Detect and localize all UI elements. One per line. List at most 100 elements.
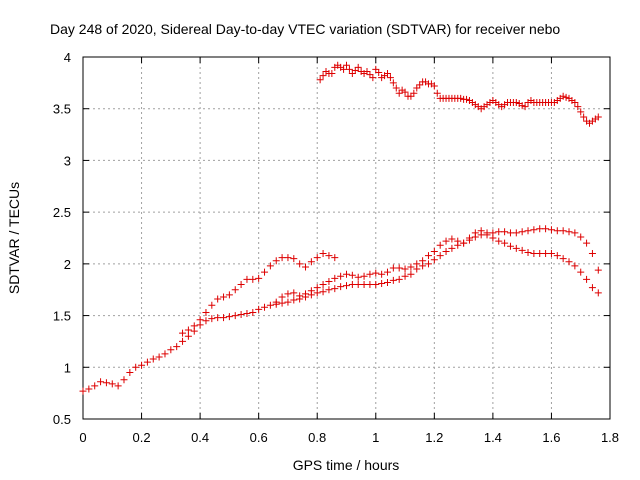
- y-axis-label: SDTVAR / TECUs: [6, 182, 22, 294]
- data-point: [372, 269, 380, 277]
- data-point: [457, 94, 465, 102]
- data-point: [354, 281, 362, 289]
- data-point: [331, 274, 339, 282]
- data-point: [553, 252, 561, 260]
- data-point: [114, 382, 122, 390]
- data-point: [184, 326, 192, 334]
- data-point: [416, 81, 424, 89]
- data-point: [278, 293, 286, 301]
- data-point: [278, 299, 286, 307]
- data-point: [588, 250, 596, 258]
- x-tick-label: 1.8: [601, 430, 619, 445]
- data-point: [536, 225, 544, 233]
- data-point: [120, 376, 128, 384]
- data-point: [413, 84, 421, 92]
- data-point: [290, 289, 298, 297]
- data-point: [410, 89, 418, 97]
- data-point: [348, 271, 356, 279]
- data-point: [454, 237, 462, 245]
- data-point: [407, 92, 415, 100]
- data-point: [266, 262, 274, 270]
- x-tick-label: 0.8: [308, 430, 326, 445]
- data-point: [108, 380, 116, 388]
- data-point: [167, 346, 175, 354]
- data-point: [436, 252, 444, 260]
- y-tick-label: 1: [64, 360, 71, 375]
- x-tick-label: 1.4: [484, 430, 502, 445]
- data-point: [395, 264, 403, 272]
- data-point: [231, 312, 239, 320]
- data-point: [155, 353, 163, 361]
- data-point: [383, 70, 391, 78]
- x-tick-label: 1.6: [542, 430, 560, 445]
- data-point: [261, 268, 269, 276]
- data-point: [348, 70, 356, 78]
- y-axis-ticks: 0.5 1 1.5 2 2.5 3 3.5 4: [53, 50, 610, 427]
- data-point: [448, 244, 456, 252]
- data-point: [179, 337, 187, 345]
- data-point: [571, 262, 579, 270]
- data-point: [430, 247, 438, 255]
- data-point: [463, 95, 471, 103]
- data-point: [524, 227, 532, 235]
- data-point: [401, 88, 409, 96]
- data-point: [231, 286, 239, 294]
- data-point: [577, 268, 585, 276]
- data-point: [316, 76, 324, 84]
- data-point: [583, 239, 591, 247]
- data-point: [102, 379, 110, 387]
- data-point: [220, 293, 228, 301]
- data-point: [132, 363, 140, 371]
- data-point: [512, 99, 520, 107]
- data-point: [272, 257, 280, 265]
- data-point: [574, 103, 582, 111]
- data-point: [512, 229, 520, 237]
- data-point: [395, 89, 403, 97]
- y-tick-label: 2: [64, 257, 71, 272]
- data-point: [401, 272, 409, 280]
- data-point: [442, 237, 450, 245]
- data-point: [383, 268, 391, 276]
- data-point: [530, 226, 538, 234]
- data-point: [79, 387, 87, 395]
- data-point: [559, 227, 567, 235]
- data-point: [85, 385, 93, 393]
- data-point: [340, 65, 348, 73]
- data-point: [571, 229, 579, 237]
- y-tick-label: 0.5: [53, 412, 71, 427]
- data-point: [225, 291, 233, 299]
- data-point: [407, 270, 415, 278]
- data-point: [565, 258, 573, 266]
- data-point: [319, 72, 327, 80]
- data-point: [161, 350, 169, 358]
- data-point: [319, 250, 327, 258]
- data-point: [225, 313, 233, 321]
- data-point: [97, 378, 105, 386]
- data-point: [278, 254, 286, 262]
- data-point: [290, 255, 298, 263]
- data-point: [506, 229, 514, 237]
- data-point: [208, 301, 216, 309]
- data-point: [460, 239, 468, 247]
- data-point: [369, 74, 377, 82]
- x-tick-label: 0: [79, 430, 86, 445]
- data-point: [506, 242, 514, 250]
- data-point: [237, 281, 245, 289]
- data-point: [483, 231, 491, 239]
- data-point: [594, 113, 602, 121]
- x-tick-label: 0.6: [250, 430, 268, 445]
- data-point: [392, 84, 400, 92]
- data-point: [360, 272, 368, 280]
- data-point: [272, 298, 280, 306]
- data-point: [296, 292, 304, 300]
- data-point: [202, 317, 210, 325]
- data-point: [372, 281, 380, 289]
- data-point: [328, 70, 336, 78]
- data-point: [325, 277, 333, 285]
- data-point: [577, 233, 585, 241]
- data-point: [173, 343, 181, 351]
- plot-frame: [82, 56, 611, 420]
- data-point: [530, 250, 538, 258]
- data-point: [366, 71, 374, 79]
- data-point: [424, 260, 432, 268]
